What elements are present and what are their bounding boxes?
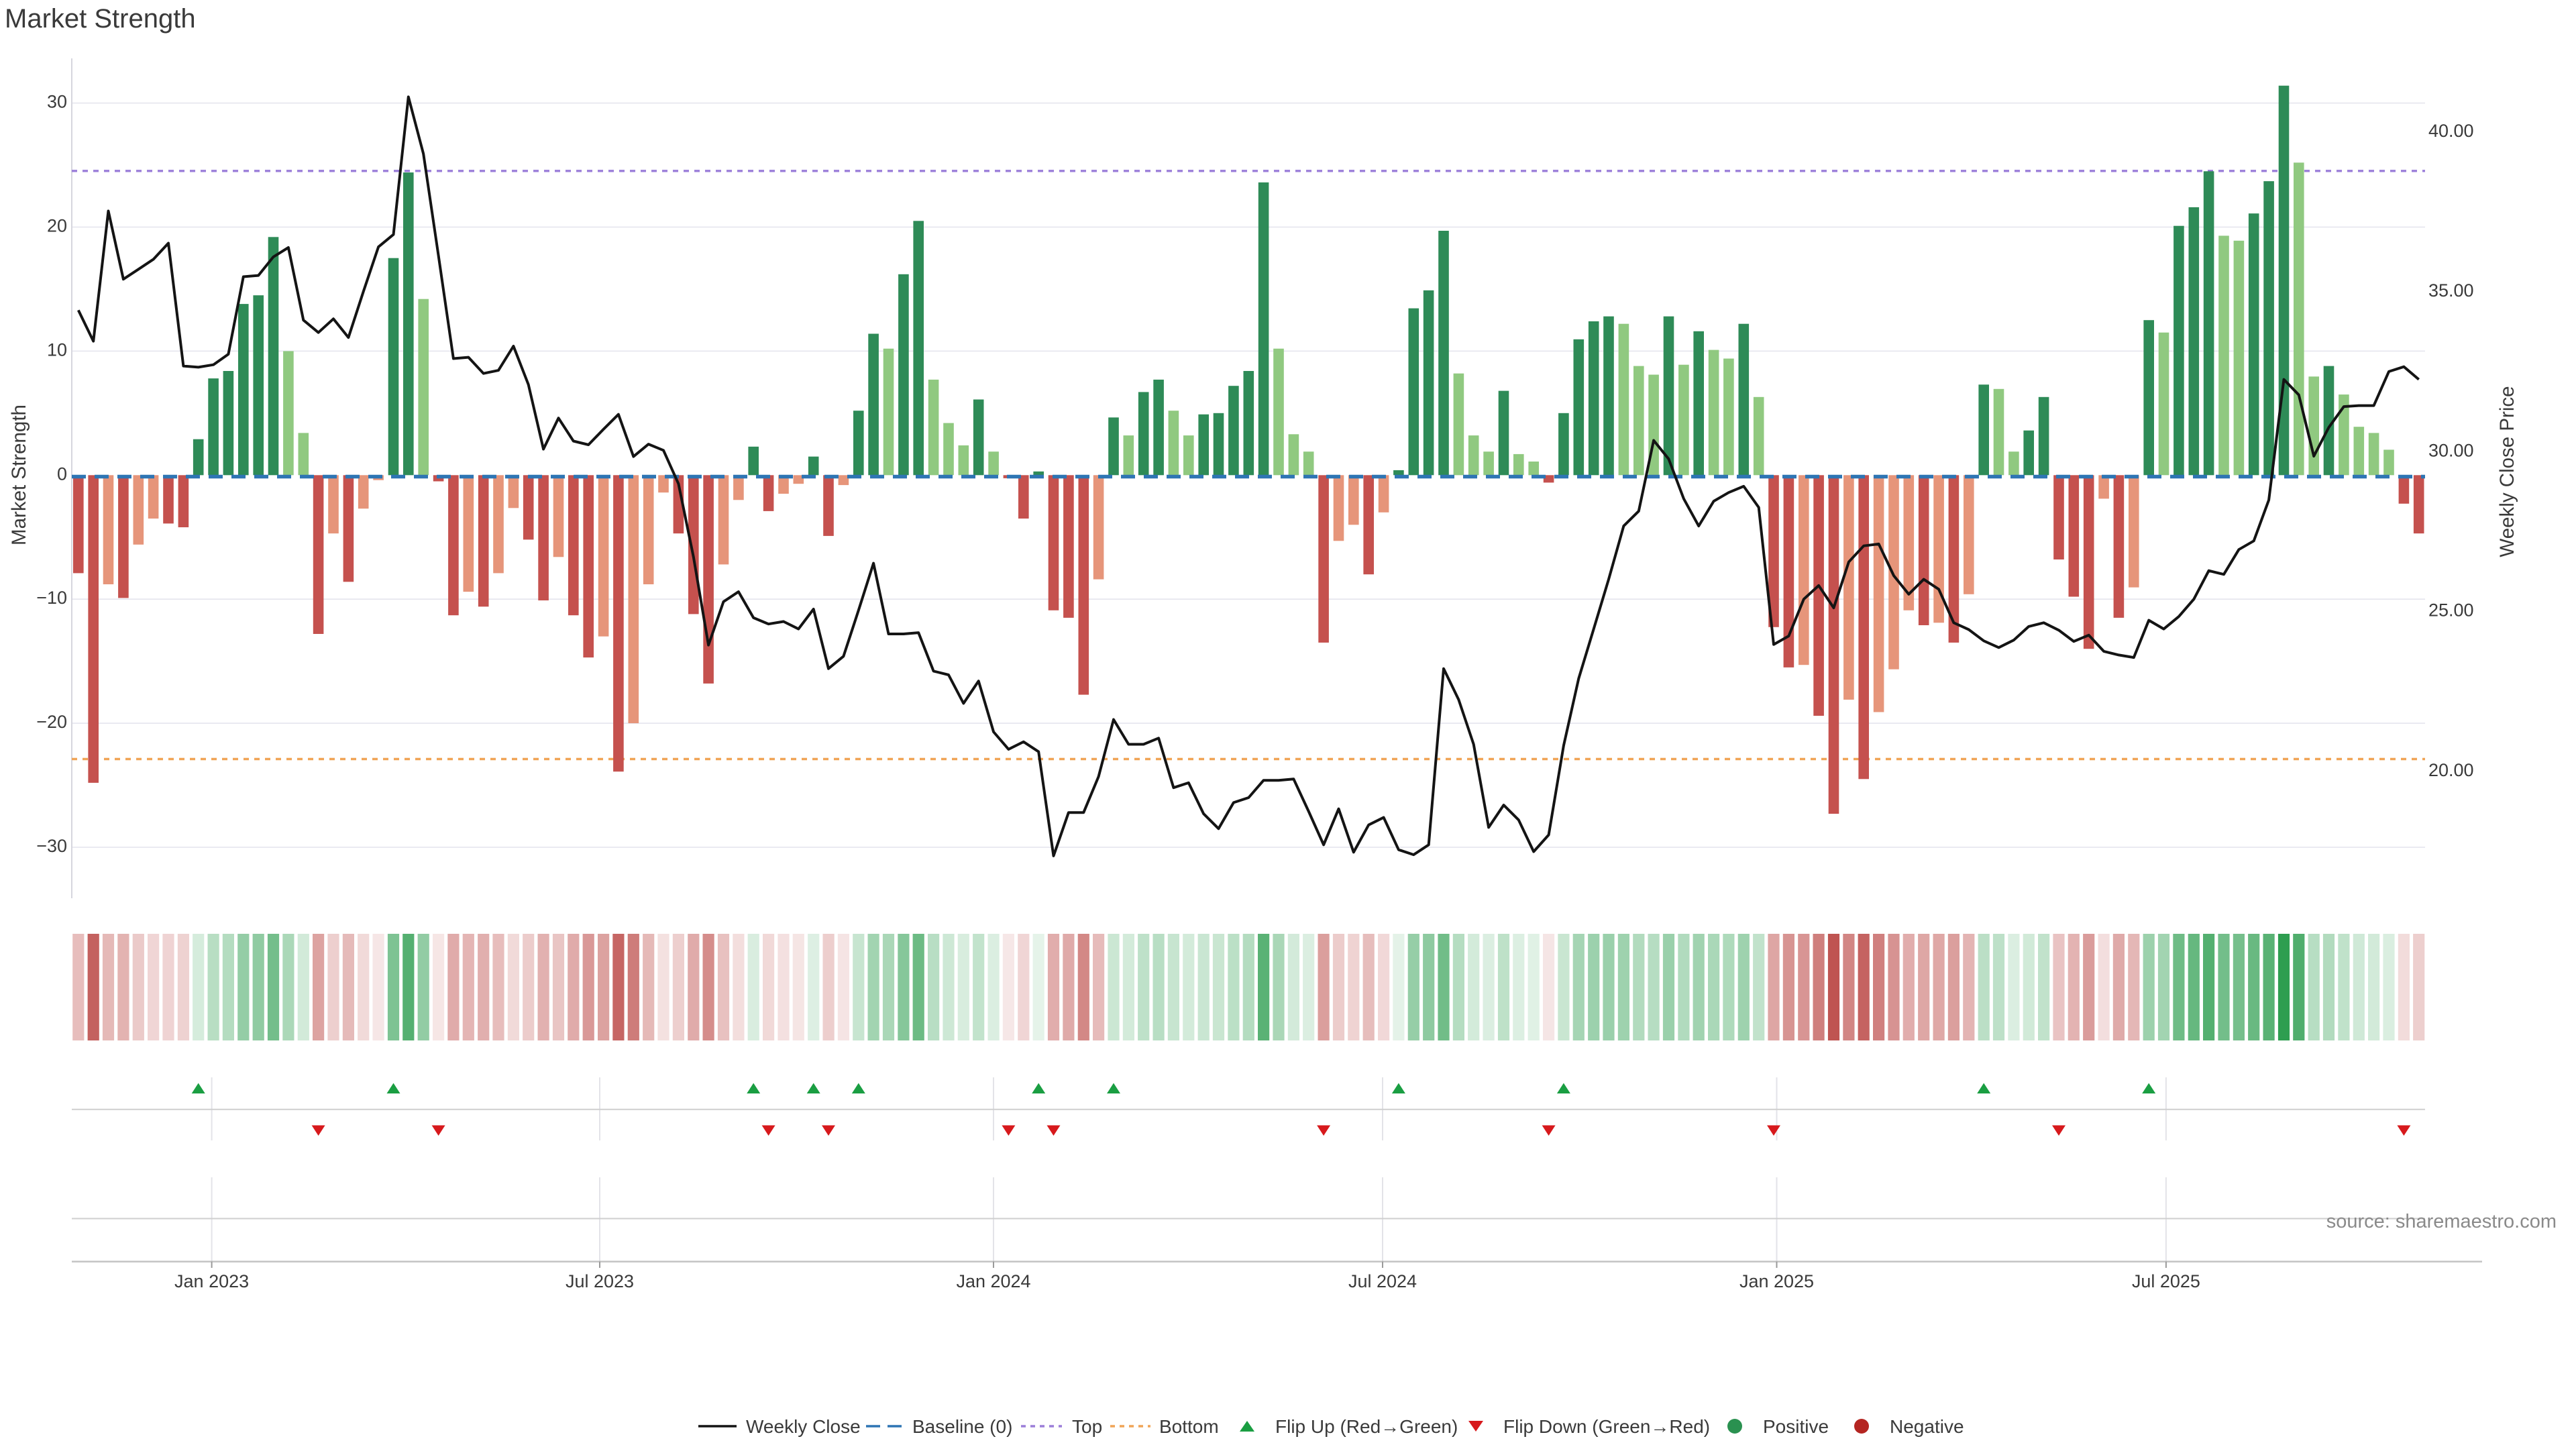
svg-text:Flip Up (Red→Green): Flip Up (Red→Green) [1275,1416,1458,1437]
svg-text:Jul 2025: Jul 2025 [2132,1271,2200,1291]
svg-text:Weekly Close Price: Weekly Close Price [2496,386,2518,557]
svg-text:30.00: 30.00 [2428,440,2474,460]
svg-text:35.00: 35.00 [2428,280,2474,301]
svg-text:Market Strength: Market Strength [8,405,30,545]
svg-text:10: 10 [47,339,67,360]
svg-text:Jan 2024: Jan 2024 [956,1271,1030,1291]
svg-text:Jul 2023: Jul 2023 [566,1271,634,1291]
svg-text:−20: −20 [36,712,67,732]
svg-text:0: 0 [57,464,67,484]
svg-text:20.00: 20.00 [2428,760,2474,780]
svg-text:30: 30 [47,92,67,112]
svg-text:−30: −30 [36,836,67,856]
svg-text:Jul 2024: Jul 2024 [1348,1271,1417,1291]
svg-text:Flip Down (Green→Red): Flip Down (Green→Red) [1503,1416,1710,1437]
svg-text:20: 20 [47,216,67,236]
svg-text:Jan 2025: Jan 2025 [1739,1271,1814,1291]
svg-text:−10: −10 [36,588,67,608]
svg-text:Baseline (0): Baseline (0) [912,1416,1012,1437]
svg-text:source: sharemaestro.com: source: sharemaestro.com [2326,1211,2557,1232]
svg-text:Positive: Positive [1763,1416,1829,1437]
svg-text:Bottom: Bottom [1159,1416,1219,1437]
svg-text:Negative: Negative [1890,1416,1964,1437]
svg-text:40.00: 40.00 [2428,121,2474,141]
svg-text:25.00: 25.00 [2428,600,2474,621]
svg-text:Jan 2023: Jan 2023 [174,1271,249,1291]
svg-text:Top: Top [1072,1416,1102,1437]
svg-text:Weekly Close: Weekly Close [746,1416,861,1437]
svg-text:Market Strength: Market Strength [5,4,196,34]
